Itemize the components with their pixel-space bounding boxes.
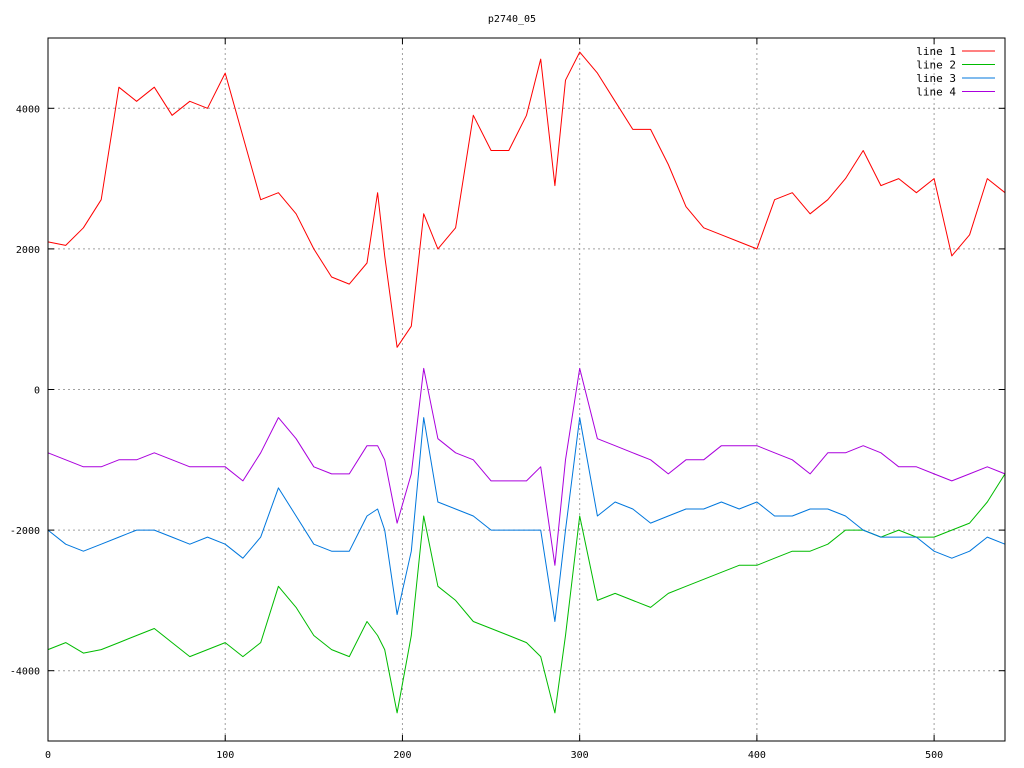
y-axis: -4000 -2000 0 2000 4000 [10,104,1005,678]
y-tick-label: 2000 [16,245,40,256]
x-tick-label: 400 [748,750,766,761]
series-line-3 [47,417,1006,622]
legend-label: line 2 [916,59,956,72]
y-tick-label: 0 [34,386,40,397]
series-line-4 [47,367,1006,566]
x-tick-label: 100 [216,750,234,761]
legend-label: line 1 [916,45,956,58]
chart-title: p2740_05 [488,14,536,25]
x-tick-label: 300 [571,750,589,761]
legend-label: line 4 [916,86,956,99]
x-tick-label: 200 [393,750,411,761]
series-line-2 [47,473,1006,714]
legend-label: line 3 [916,72,956,85]
grid-lines [48,38,1005,741]
series-layer [47,51,1006,714]
x-axis: 0 100 200 300 400 500 [45,38,943,761]
y-tick-label: 4000 [16,104,40,115]
y-tick-label: -4000 [10,667,40,678]
series-line-1 [47,51,1006,348]
y-tick-label: -2000 [10,526,40,537]
x-tick-label: 500 [925,750,943,761]
x-tick-label: 0 [45,750,51,761]
